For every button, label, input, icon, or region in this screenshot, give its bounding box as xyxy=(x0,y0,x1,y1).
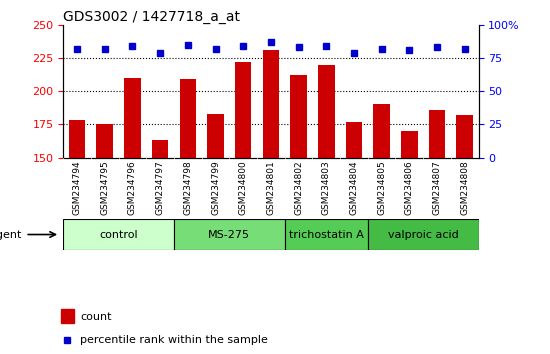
Bar xyxy=(456,115,473,354)
Bar xyxy=(179,79,196,354)
Bar xyxy=(262,50,279,354)
Bar xyxy=(174,219,285,250)
Text: GSM234806: GSM234806 xyxy=(405,161,414,215)
Text: GSM234800: GSM234800 xyxy=(239,161,248,215)
Text: GSM234801: GSM234801 xyxy=(266,161,276,215)
Bar xyxy=(373,104,390,354)
Text: GDS3002 / 1427718_a_at: GDS3002 / 1427718_a_at xyxy=(63,10,240,24)
Text: GSM234796: GSM234796 xyxy=(128,161,137,215)
Text: GSM234804: GSM234804 xyxy=(349,161,359,215)
Text: GSM234794: GSM234794 xyxy=(73,161,81,215)
Text: valproic acid: valproic acid xyxy=(388,229,459,240)
Bar xyxy=(428,110,446,354)
Text: GSM234795: GSM234795 xyxy=(100,161,109,215)
Bar xyxy=(235,62,251,354)
Bar xyxy=(124,78,141,354)
Bar xyxy=(63,219,174,250)
Text: GSM234799: GSM234799 xyxy=(211,161,220,215)
Bar xyxy=(368,219,478,250)
Text: count: count xyxy=(80,312,112,321)
Bar xyxy=(345,122,362,354)
Text: agent: agent xyxy=(0,229,22,240)
Text: MS-275: MS-275 xyxy=(208,229,250,240)
Bar xyxy=(152,140,168,354)
Bar xyxy=(290,75,307,354)
Text: GSM234798: GSM234798 xyxy=(183,161,192,215)
Bar xyxy=(285,219,368,250)
Text: GSM234807: GSM234807 xyxy=(432,161,442,215)
Text: percentile rank within the sample: percentile rank within the sample xyxy=(80,335,268,345)
Text: GSM234803: GSM234803 xyxy=(322,161,331,215)
Text: trichostatin A: trichostatin A xyxy=(289,229,364,240)
Bar xyxy=(60,309,74,323)
Bar xyxy=(207,114,224,354)
Text: GSM234802: GSM234802 xyxy=(294,161,303,215)
Text: control: control xyxy=(100,229,138,240)
Bar xyxy=(318,64,334,354)
Text: GSM234797: GSM234797 xyxy=(156,161,164,215)
Bar xyxy=(96,124,113,354)
Text: GSM234808: GSM234808 xyxy=(460,161,469,215)
Bar xyxy=(401,131,417,354)
Bar xyxy=(69,120,85,354)
Text: GSM234805: GSM234805 xyxy=(377,161,386,215)
